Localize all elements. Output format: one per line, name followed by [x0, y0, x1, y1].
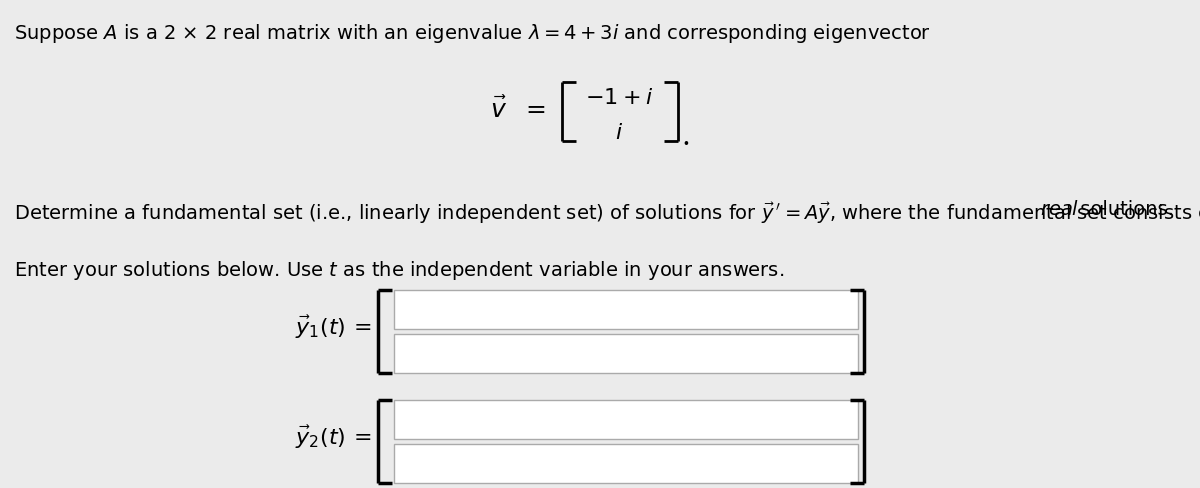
Text: $i$: $i$ [616, 122, 623, 143]
FancyBboxPatch shape [394, 290, 858, 329]
Text: Determine a fundamental set (i.e., linearly independent set) of solutions for $\: Determine a fundamental set (i.e., linea… [14, 200, 1200, 225]
FancyBboxPatch shape [394, 444, 858, 483]
FancyBboxPatch shape [394, 400, 858, 439]
Text: Suppose $\mathit{A}$ is a 2 $\times$ 2 real matrix with an eigenvalue $\lambda =: Suppose $\mathit{A}$ is a 2 $\times$ 2 r… [14, 22, 931, 45]
Text: $\vec{v}$  $=$: $\vec{v}$ $=$ [490, 97, 546, 123]
Text: $\mathit{real}$: $\mathit{real}$ [1040, 200, 1080, 219]
FancyBboxPatch shape [394, 334, 858, 373]
Text: Enter your solutions below. Use $t$ as the independent variable in your answers.: Enter your solutions below. Use $t$ as t… [14, 259, 785, 282]
Text: $\vec{y}_2(t)\, =$: $\vec{y}_2(t)\, =$ [295, 423, 372, 450]
Text: solutions.: solutions. [1074, 200, 1174, 219]
Text: $-1 + i$: $-1 + i$ [586, 87, 653, 108]
Text: $\vec{y}_1(t)\, =$: $\vec{y}_1(t)\, =$ [295, 313, 372, 341]
Text: .: . [682, 124, 690, 151]
